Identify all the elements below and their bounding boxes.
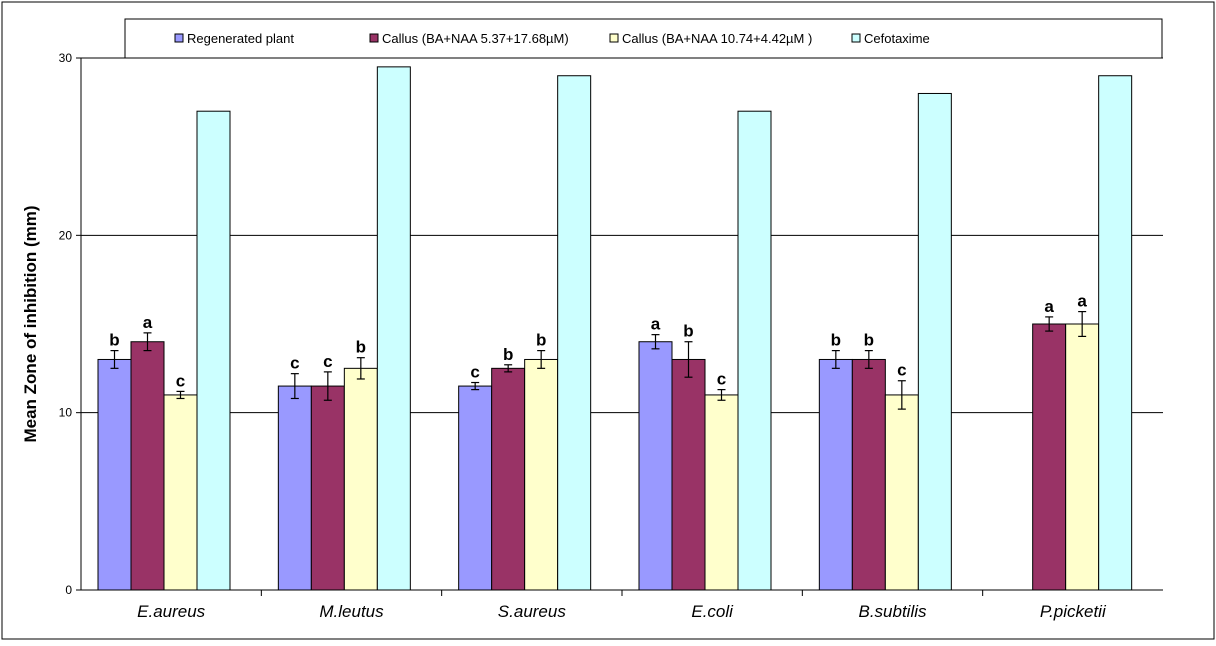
bar: [1032, 323, 1067, 591]
significance-label: a: [143, 313, 153, 332]
y-axis-label: Mean Zone of inhibition (mm): [21, 205, 40, 442]
significance-label: c: [897, 361, 906, 380]
bar: [818, 358, 853, 591]
legend-box: [124, 18, 1163, 59]
significance-label: a: [1044, 297, 1054, 316]
significance-label: b: [109, 331, 119, 350]
x-tick-label: E.coli: [691, 602, 734, 621]
significance-label: c: [176, 371, 185, 390]
y-tick-label: 30: [59, 51, 73, 65]
significance-label: b: [683, 322, 693, 341]
x-tick-label: P.picketii: [1040, 602, 1107, 621]
legend-swatch: [851, 33, 861, 43]
y-tick-label: 20: [59, 228, 73, 242]
significance-label: b: [503, 345, 513, 364]
x-tick-label: B.subtilis: [858, 602, 927, 621]
bar: [343, 367, 378, 591]
significance-label: b: [864, 331, 874, 350]
significance-label: b: [831, 331, 841, 350]
legend-label: Callus (BA+NAA 5.37+17.68µM): [382, 31, 569, 46]
legend-swatch: [369, 33, 379, 43]
legend-label: Regenerated plant: [187, 31, 294, 46]
bar: [851, 358, 886, 591]
bar: [310, 385, 345, 591]
bar: [704, 394, 739, 591]
bar: [524, 358, 559, 591]
significance-label: b: [536, 331, 546, 350]
bar: [491, 367, 526, 591]
significance-label: a: [651, 315, 661, 334]
bar: [376, 66, 411, 591]
legend-label: Cefotaxime: [864, 31, 930, 46]
bar: [458, 385, 493, 591]
bar: [557, 75, 592, 591]
significance-label: c: [290, 354, 299, 373]
y-tick-label: 10: [59, 406, 73, 420]
bar: [130, 341, 165, 591]
significance-label: b: [356, 338, 366, 357]
y-tick-label: 0: [65, 583, 72, 597]
bar: [737, 110, 772, 591]
significance-label: c: [470, 363, 479, 382]
legend-label: Callus (BA+NAA 10.74+4.42µM ): [622, 31, 812, 46]
bar: [917, 92, 952, 591]
x-tick-label: S.aureus: [498, 602, 567, 621]
bar: [1065, 323, 1100, 591]
legend: Regenerated plant Callus (BA+NAA 5.37+17.…: [124, 18, 1163, 59]
legend-swatch: [174, 33, 184, 43]
bars-group: b a c c c b c b b a b c b b c a a: [97, 66, 1133, 591]
significance-label: a: [1077, 292, 1087, 311]
significance-label: c: [717, 370, 726, 389]
bar: [196, 110, 231, 591]
x-tick-label: M.leutus: [319, 602, 384, 621]
bar: [671, 358, 706, 591]
bar: [638, 341, 673, 591]
x-tick-label: E.aureus: [137, 602, 206, 621]
axes: 0 10 20 30 Mean Zone of inhibition (mm) E.aur…: [21, 51, 1163, 621]
significance-label: c: [323, 352, 332, 371]
bar: [97, 358, 132, 591]
bar: [163, 394, 198, 591]
bar: [277, 385, 312, 591]
bar: [1098, 75, 1133, 591]
legend-swatch: [609, 33, 619, 43]
bar: [884, 394, 919, 591]
